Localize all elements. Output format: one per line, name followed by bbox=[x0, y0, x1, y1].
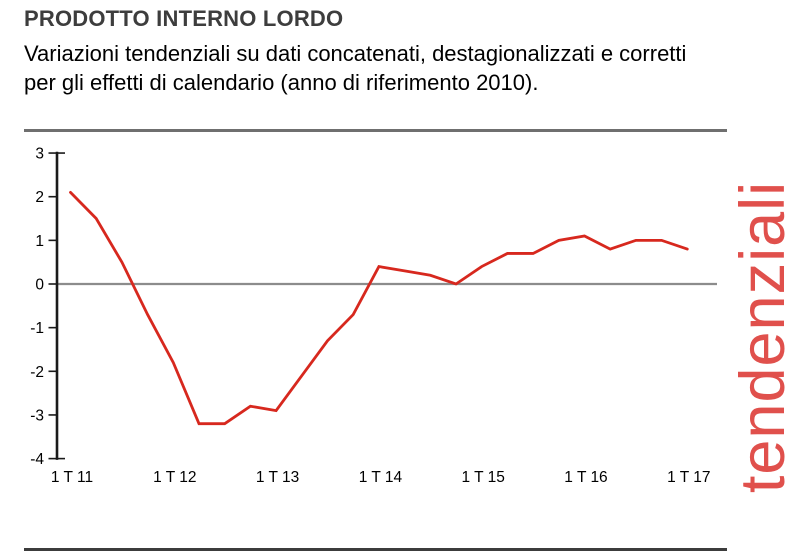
x-axis-labels: 1 T 11 1 T 12 1 T 13 1 T 14 1 T 15 1 T 16 1 T … bbox=[51, 469, 711, 486]
x-axis-tick-label: 1 T 11 bbox=[51, 469, 93, 486]
y-axis: 3 2 1 0 -1 -2 -3 -4 bbox=[30, 146, 65, 468]
page-title: PRODOTTO INTERNO LORDO bbox=[24, 6, 344, 31]
top-separator bbox=[24, 129, 727, 132]
x-axis-tick-label: 1 T 13 bbox=[256, 469, 299, 486]
x-axis-tick-label: 1 T 16 bbox=[564, 469, 607, 486]
y-axis-tick-label: 0 bbox=[35, 277, 44, 294]
y-axis-tick-label: 3 bbox=[35, 146, 44, 163]
x-axis-tick-label: 1 T 15 bbox=[462, 469, 505, 486]
chart-subtitle-line-2: per gli effetti di calendario (anno di r… bbox=[24, 70, 539, 95]
chart-header: PRODOTTO INTERNO LORDO Variazioni tenden… bbox=[24, 6, 744, 97]
x-axis-tick-label: 1 T 17 bbox=[667, 469, 710, 486]
chart-subtitle: Variazioni tendenziali su dati concatena… bbox=[24, 39, 744, 97]
gdp-line-series bbox=[69, 190, 689, 426]
y-axis-tick-label: -1 bbox=[30, 320, 44, 337]
y-axis-tick-label: 2 bbox=[35, 189, 44, 206]
y-axis-tick-label: -2 bbox=[30, 364, 44, 381]
bottom-separator bbox=[24, 548, 727, 551]
x-axis-tick-label: 1 T 12 bbox=[153, 469, 196, 486]
y-axis-tick-label: -4 bbox=[30, 451, 44, 468]
x-axis-tick-label: 1 T 14 bbox=[359, 469, 403, 486]
chart-subtitle-line-1: Variazioni tendenziali su dati concatena… bbox=[24, 41, 687, 66]
side-label-tendenziali: tendenziali bbox=[728, 180, 798, 494]
y-axis-tick-label: 1 bbox=[35, 233, 44, 250]
y-axis-tick-label: -3 bbox=[30, 407, 44, 424]
